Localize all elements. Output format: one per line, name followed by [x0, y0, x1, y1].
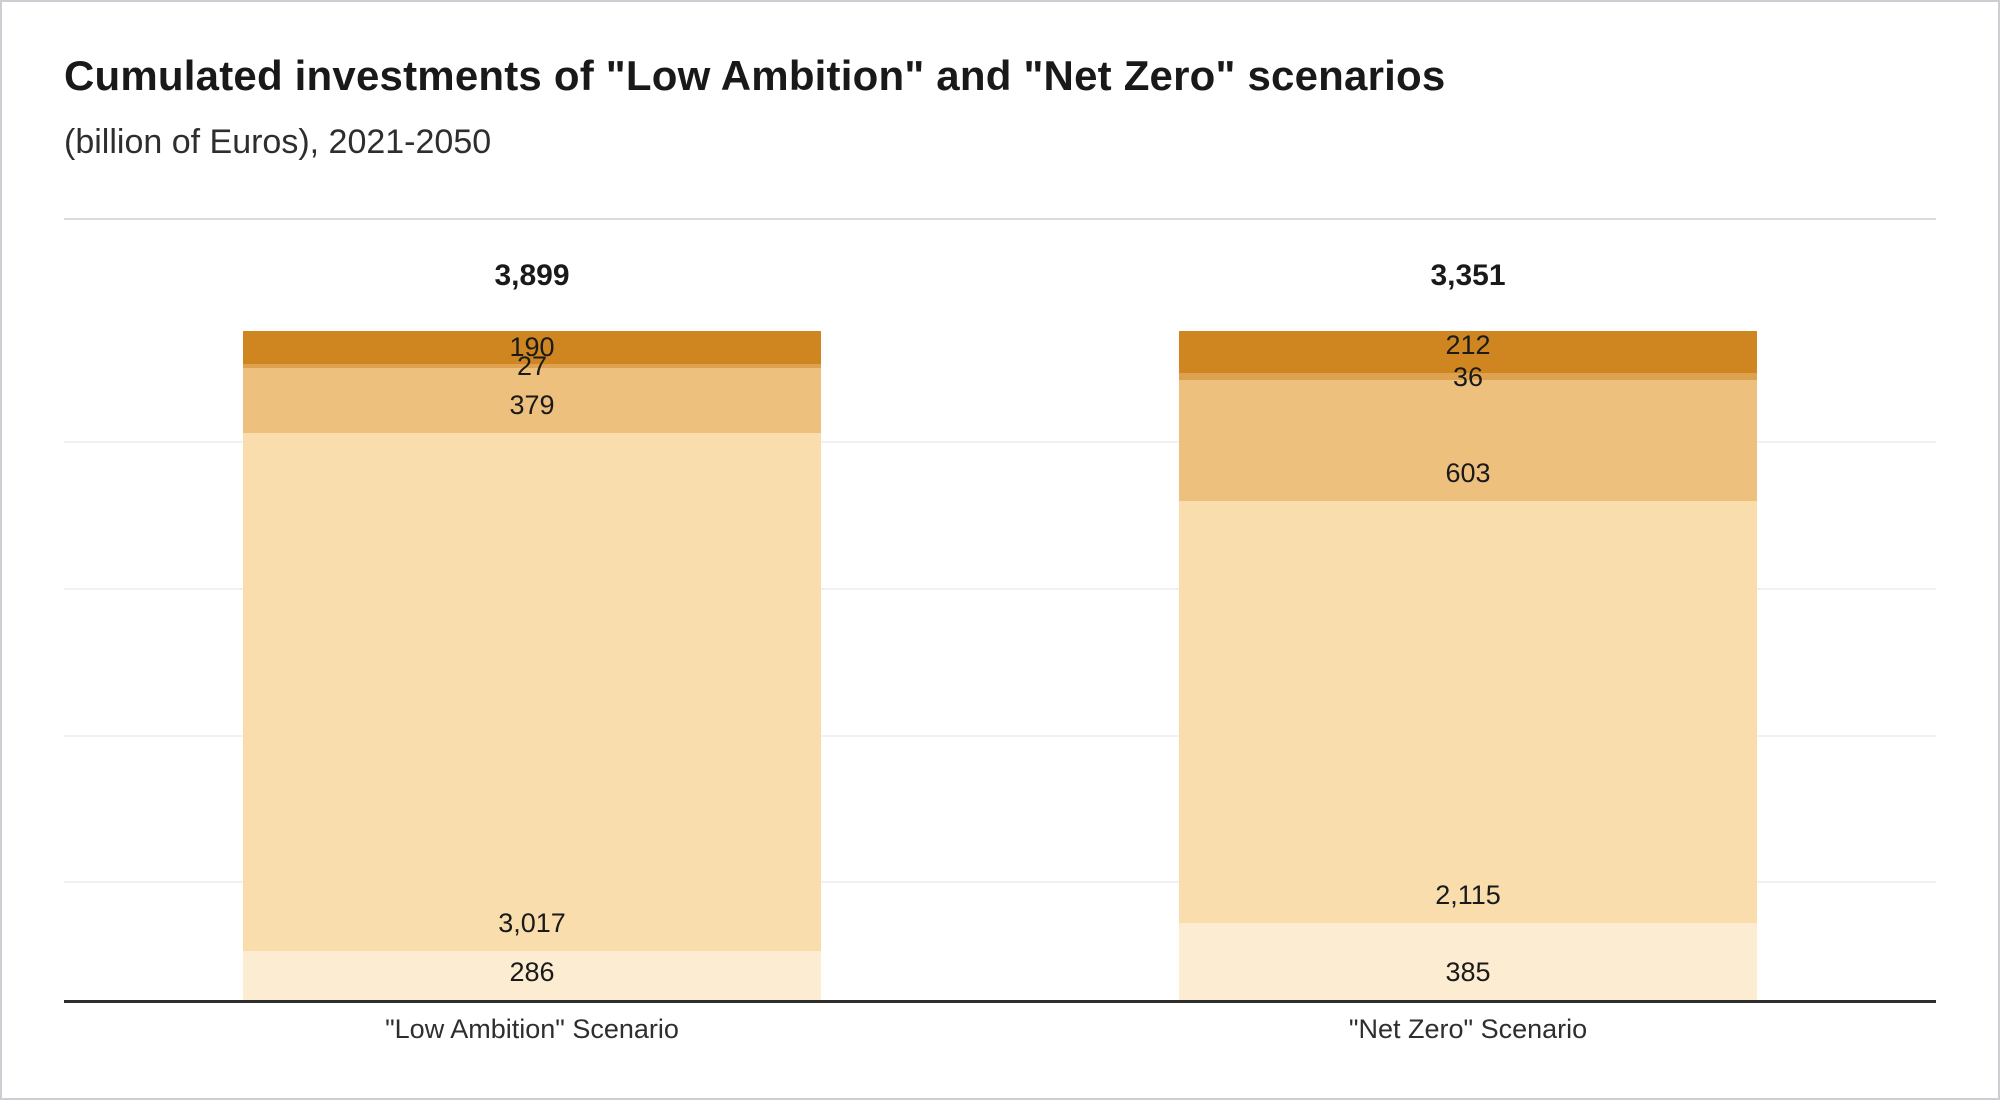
segment-value-label: 27	[516, 350, 548, 381]
chart-top-border	[64, 218, 1936, 220]
gridline	[64, 881, 1936, 883]
segment-value-label: 36	[1452, 361, 1484, 392]
segment-value-label: 3,017	[498, 907, 566, 938]
plot-area: 3,899 190 27 379 3,017 286 3,351 212 36 603 2,1…	[64, 218, 1936, 1078]
category-label-net-zero: "Net Zero" Scenario	[1348, 1014, 1588, 1044]
bar-net-zero: 212 36 603 2,115 385	[1179, 330, 1757, 1000]
bar-segment-segment-1-top: 212	[1179, 330, 1757, 374]
segment-value-label: 385	[1445, 956, 1491, 987]
segment-value-label: 212	[1445, 330, 1491, 361]
total-label-net-zero: 3,351	[1430, 259, 1506, 292]
segment-value-label: 190	[509, 332, 555, 363]
bar-column-low-ambition: 3,899 190 27 379 3,017 286	[64, 218, 1000, 1000]
segment-value-label: 286	[509, 956, 555, 987]
segment-value-label: 379	[509, 390, 555, 421]
bar-segment-segment-1-top: 190	[243, 331, 821, 364]
gridline	[64, 735, 1936, 737]
bars-row: 3,899 190 27 379 3,017 286 3,351 212 36 603 2,1…	[64, 218, 1936, 1000]
bar-segment-segment-3: 603	[1179, 380, 1757, 501]
total-label-low-ambition: 3,899	[494, 259, 570, 292]
gridline	[64, 588, 1936, 590]
bar-segment-segment-3: 379	[243, 368, 821, 434]
bar-segment-segment-5-bottom: 286	[243, 950, 821, 1000]
bar-segment-segment-5-bottom: 385	[1179, 923, 1757, 1000]
bar-low-ambition: 190 27 379 3,017 286	[243, 331, 821, 1000]
bar-column-net-zero: 3,351 212 36 603 2,115 385	[1000, 218, 1936, 1000]
bar-segment-segment-2: 27	[243, 351, 821, 381]
category-labels-row: "Low Ambition" Scenario "Net Zero" Scena…	[64, 1014, 1936, 1045]
segment-value-label: 603	[1445, 457, 1491, 488]
gridline	[64, 441, 1936, 443]
chart-subtitle: (billion of Euros), 2021-2050	[64, 123, 492, 161]
segment-value-label: 2,115	[1435, 880, 1501, 911]
bar-segment-segment-2: 36	[1179, 362, 1757, 392]
x-axis-line	[64, 1000, 1936, 1003]
chart-title: Cumulated investments of "Low Ambition" …	[64, 52, 1446, 99]
category-label-low-ambition: "Low Ambition" Scenario	[385, 1014, 679, 1044]
bar-segment-segment-4: 3,017	[243, 433, 821, 951]
bar-segment-segment-4: 2,115	[1179, 500, 1757, 924]
